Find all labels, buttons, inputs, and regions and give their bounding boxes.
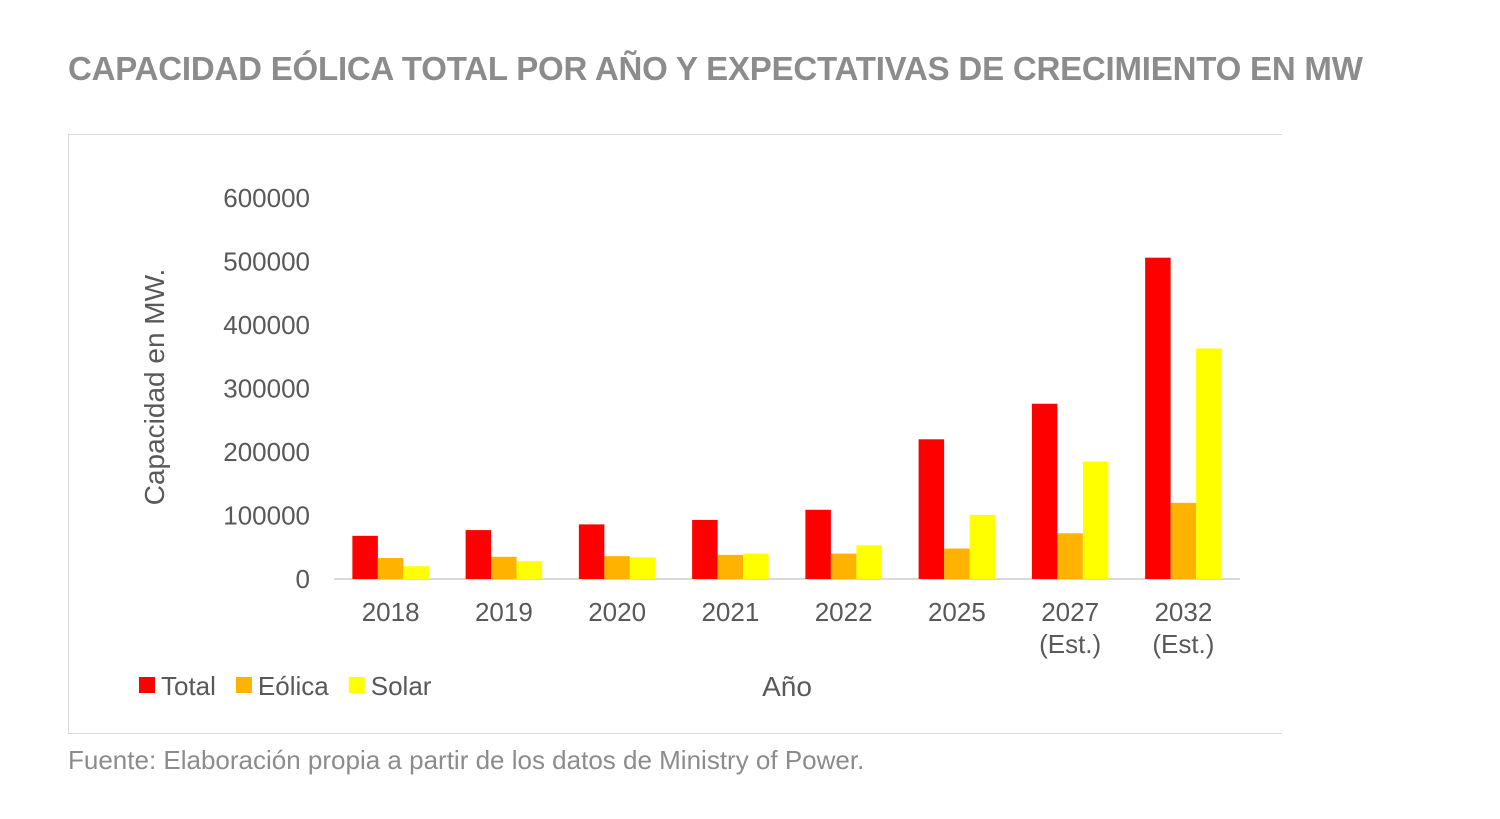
bar-total-2019 bbox=[465, 530, 492, 579]
legend-swatch bbox=[139, 677, 155, 693]
bar-solar-2022 bbox=[856, 545, 882, 579]
bar-solar-2027 bbox=[1082, 461, 1109, 579]
legend-label: Eólica bbox=[258, 671, 329, 701]
bar-solar-2025 bbox=[969, 514, 996, 579]
y-tick-label: 200000 bbox=[223, 437, 310, 467]
bar-solar-2032 bbox=[1196, 348, 1222, 579]
bar-eolica-2019 bbox=[491, 556, 517, 579]
y-tick-label: 500000 bbox=[223, 247, 310, 277]
y-tick-label: 100000 bbox=[223, 501, 310, 531]
legend-swatch bbox=[235, 677, 252, 693]
bar-eolica-2032 bbox=[1170, 502, 1197, 579]
x-tick-label: 2018 bbox=[362, 597, 420, 627]
bar-total-2022 bbox=[805, 509, 831, 579]
bar-total-2020 bbox=[578, 524, 605, 579]
legend-label: Solar bbox=[371, 671, 432, 701]
bar-total-2027 bbox=[1031, 403, 1058, 579]
y-tick-label: 400000 bbox=[223, 310, 310, 340]
bar-solar-2020 bbox=[629, 557, 656, 579]
bar-total-2018 bbox=[352, 535, 378, 579]
legend-swatch bbox=[348, 677, 365, 693]
bar-eolica-2018 bbox=[377, 558, 404, 579]
y-axis-title: Capacidad en MW. bbox=[139, 269, 170, 506]
x-tick-label: 2027 bbox=[1041, 597, 1099, 627]
bar-total-2021 bbox=[692, 519, 718, 579]
bar-eolica-2022 bbox=[830, 553, 857, 579]
y-tick-label: 0 bbox=[296, 564, 310, 594]
x-tick-label: 2032 bbox=[1154, 597, 1212, 627]
x-tick-label: 2020 bbox=[588, 597, 646, 627]
bar-solar-2019 bbox=[516, 561, 543, 579]
chart-frame: 0 100000 200000 300000 400000 500000 600000 201… bbox=[68, 134, 1282, 734]
bar-chart: 0 100000 200000 300000 400000 500000 600000 201… bbox=[139, 183, 1240, 702]
bar-eolica-2021 bbox=[717, 554, 744, 579]
x-tick-label: 2022 bbox=[815, 597, 873, 627]
legend-label: Total bbox=[161, 671, 216, 701]
bar-total-2032 bbox=[1145, 257, 1171, 579]
x-axis-title: Año bbox=[762, 671, 812, 702]
y-tick-label: 300000 bbox=[223, 374, 310, 404]
bar-eolica-2020 bbox=[604, 556, 630, 579]
bar-eolica-2027 bbox=[1057, 533, 1083, 579]
x-tick-label: (Est.) bbox=[1152, 629, 1214, 659]
bar-total-2025 bbox=[918, 439, 945, 579]
bar-solar-2018 bbox=[403, 566, 429, 579]
x-tick-label: (Est.) bbox=[1039, 629, 1101, 659]
x-tick-label: 2021 bbox=[701, 597, 759, 627]
bar-eolica-2025 bbox=[944, 548, 970, 579]
y-tick-label: 600000 bbox=[223, 183, 310, 213]
x-tick-label: 2019 bbox=[475, 597, 533, 627]
source-note: Fuente: Elaboración propia a partir de l… bbox=[68, 745, 865, 775]
bar-solar-2021 bbox=[743, 553, 769, 579]
x-tick-label: 2025 bbox=[928, 597, 986, 627]
page-title: CAPACIDAD EÓLICA TOTAL POR AÑO Y EXPECTA… bbox=[68, 50, 1363, 87]
